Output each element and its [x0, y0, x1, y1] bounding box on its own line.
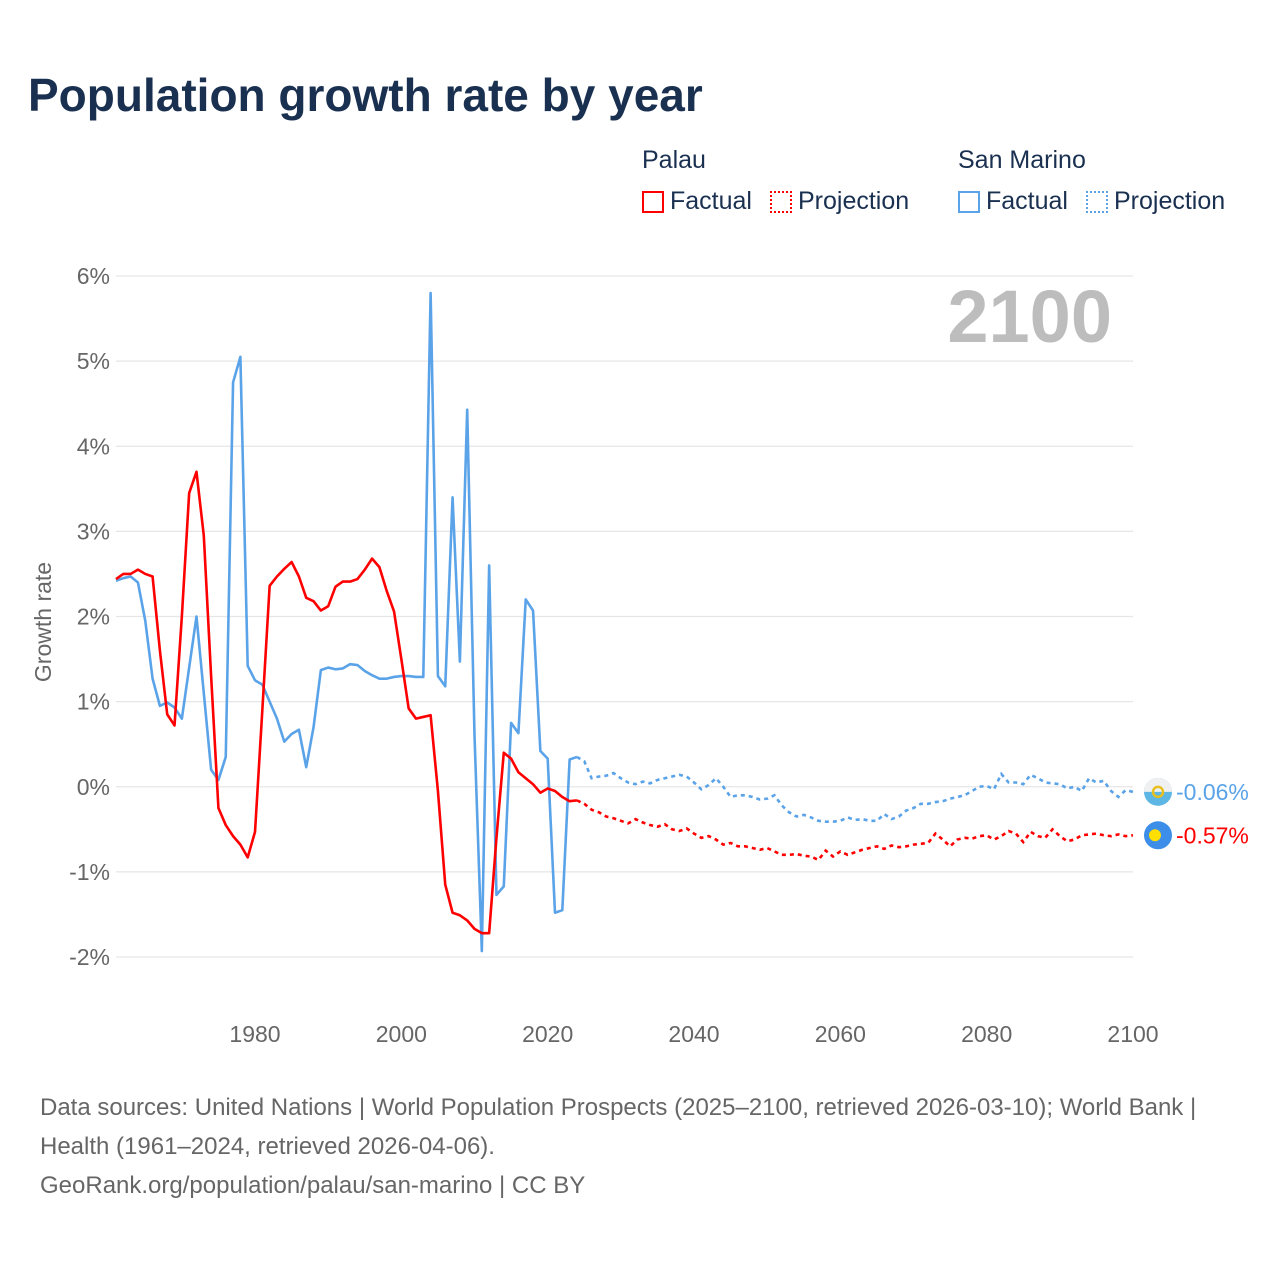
y-tick-label: -1% — [69, 859, 110, 885]
source-line: Data sources: United Nations | World Pop… — [40, 1094, 1197, 1160]
y-tick-label: 2% — [77, 604, 110, 630]
y-axis-label: Growth rate — [30, 562, 56, 682]
y-tick-label: 0% — [77, 774, 110, 800]
dotted-swatch-icon — [769, 190, 792, 213]
legend-item-palau-projection[interactable]: Projection — [769, 187, 910, 216]
source-note: Data sources: United Nations | World Pop… — [40, 1088, 1240, 1205]
x-tick-label: 2100 — [1107, 1021, 1158, 1047]
legend-palau: Palau Factual Projection — [642, 146, 909, 216]
y-tick-label: 6% — [77, 263, 110, 289]
y-tick-label: 1% — [77, 689, 110, 715]
flag-moon-icon — [1149, 829, 1161, 842]
x-tick-label: 2060 — [815, 1021, 866, 1047]
factual-line-san-marino — [115, 291, 578, 953]
legend-label: Projection — [1113, 187, 1226, 215]
source-link[interactable]: GeoRank.org/population/palau/san-marino … — [40, 1172, 586, 1199]
line-chart: -2% -1% 0% 1% 2% 3% 4% 5% 6% 1980 2000 2020 2040 2060… — [30, 263, 1249, 1047]
legend-country-label: San Marino — [958, 146, 1086, 174]
legend-country-label: Palau — [642, 146, 706, 174]
legend-item-palau-factual[interactable]: Factual — [642, 187, 752, 216]
legend-item-san-marino-projection[interactable]: Projection — [1085, 187, 1226, 216]
x-tick-label: 2040 — [668, 1021, 719, 1047]
x-tick-label: 2080 — [961, 1021, 1012, 1047]
legend-label: Factual — [670, 187, 752, 215]
end-value-label: -0.57% — [1176, 822, 1249, 848]
year-watermark: 2100 — [947, 275, 1112, 358]
x-tick-label: 1980 — [229, 1021, 280, 1047]
end-value-label: -0.06% — [1176, 779, 1249, 805]
y-tick-label: 4% — [77, 433, 110, 459]
factual-line-palau — [115, 470, 578, 935]
y-tick-label: 5% — [77, 348, 110, 374]
solid-swatch-icon — [642, 190, 664, 213]
legend-label: Factual — [986, 187, 1068, 215]
dotted-swatch-icon — [1085, 190, 1108, 213]
y-tick-label: 3% — [77, 518, 110, 544]
projection-line-san-marino — [576, 755, 1134, 823]
chart-title: Population growth rate by year — [28, 69, 703, 121]
legend-label: Projection — [797, 187, 910, 215]
flag-top-half — [1144, 777, 1172, 792]
flag-emblem-icon — [1151, 785, 1165, 799]
projection-line-palau — [576, 799, 1134, 862]
solid-swatch-icon — [958, 190, 980, 213]
legend-item-san-marino-factual[interactable]: Factual — [958, 187, 1068, 216]
legend-san-marino: San Marino Factual Projection — [958, 146, 1225, 216]
x-tick-label: 2020 — [522, 1021, 573, 1047]
x-tick-label: 2000 — [376, 1021, 427, 1047]
y-tick-label: -2% — [69, 944, 110, 970]
